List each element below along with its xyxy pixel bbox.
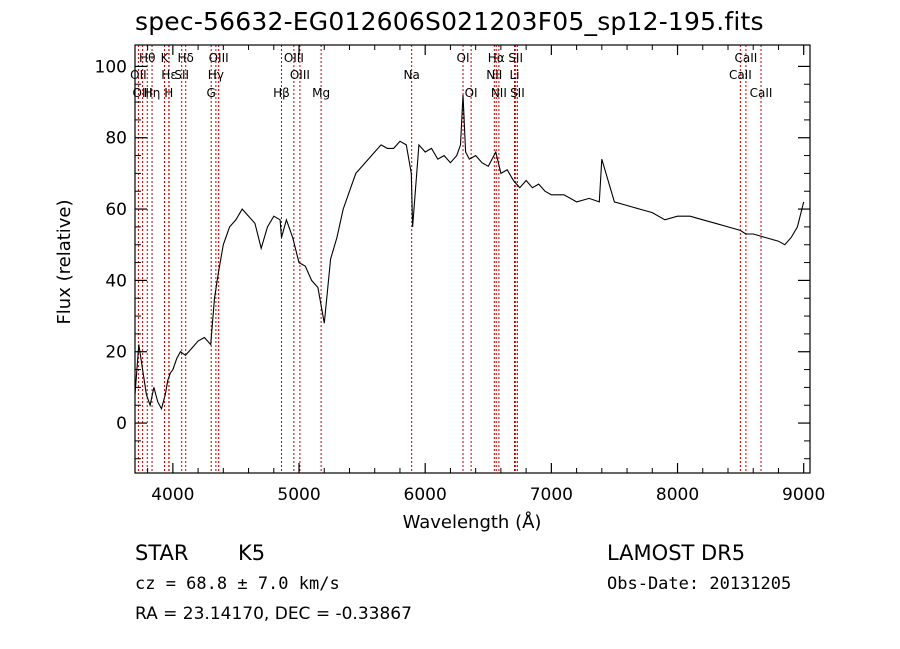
y-axis-ticks: 0 20 40 60 80 100	[95, 57, 810, 460]
line-label: CaII	[729, 68, 752, 82]
line-label: OI	[465, 86, 478, 100]
subclass-label: K5	[238, 541, 266, 565]
emission-line-markers	[137, 45, 762, 473]
line-label: Hδ	[178, 51, 194, 65]
x-tick-label: 9000	[782, 485, 825, 505]
line-label: Na	[404, 68, 420, 82]
x-axis-ticks: 4000 5000 6000 7000 8000 9000	[147, 45, 825, 505]
line-label: OIII	[284, 51, 304, 65]
coordinates: RA = 23.14170, DEC = -0.33867	[135, 604, 412, 624]
line-label: Hγ	[208, 68, 224, 82]
redshift-velocity: cz = 68.8 ± 7.0 km/s	[135, 574, 340, 594]
line-label: CaII	[735, 51, 758, 65]
line-label: OIII	[290, 68, 310, 82]
line-label: Hβ	[273, 86, 290, 100]
y-tick-label: 20	[105, 343, 127, 363]
x-tick-label: 5000	[277, 485, 320, 505]
x-tick-label: 6000	[404, 485, 447, 505]
line-label: SII	[508, 51, 523, 65]
line-label: OI	[457, 51, 470, 65]
y-tick-label: 0	[116, 414, 127, 434]
class-label: STAR	[135, 541, 189, 565]
line-label: H	[164, 86, 173, 100]
line-label: OIII	[209, 51, 229, 65]
y-tick-label: 80	[105, 129, 127, 149]
line-label: SII	[174, 68, 189, 82]
spectrum-line	[134, 94, 805, 411]
line-label: Hη	[144, 86, 161, 100]
y-axis-label: Flux (relative)	[54, 199, 75, 324]
line-label: NII	[491, 86, 507, 100]
x-tick-label: 7000	[530, 485, 573, 505]
line-label: Mg	[312, 86, 330, 100]
line-label: OIII	[133, 86, 153, 100]
line-label: CaII	[750, 86, 773, 100]
y-tick-label: 60	[105, 200, 127, 220]
x-tick-label: 8000	[656, 485, 699, 505]
line-label: SII	[510, 86, 525, 100]
y-tick-label: 100	[95, 57, 127, 77]
line-label: OII	[130, 68, 147, 82]
observation-date: Obs-Date: 20131205	[607, 574, 792, 594]
line-label: Hα	[488, 51, 505, 65]
chart-title: spec-56632-EG012606S021203F05_sp12-195.f…	[135, 7, 764, 36]
line-label: Hε	[161, 68, 177, 82]
line-label: K	[161, 51, 170, 65]
line-label: Li	[509, 68, 519, 82]
line-label: NII	[486, 68, 502, 82]
plot-frame	[134, 44, 811, 474]
line-label: G	[207, 86, 216, 100]
line-label: Hθ	[139, 51, 155, 65]
survey-label: LAMOST DR5	[607, 541, 746, 565]
y-tick-label: 40	[105, 271, 127, 291]
x-tick-label: 4000	[151, 485, 194, 505]
x-axis-label: Wavelength (Å)	[403, 511, 542, 533]
